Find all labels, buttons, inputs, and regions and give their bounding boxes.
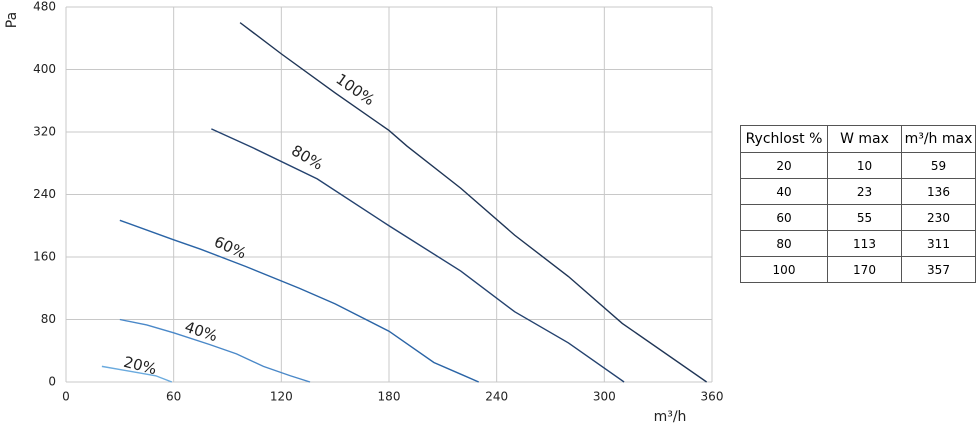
table-header-row: Rychlost % W max m³/h max [740,125,976,153]
table-cell: 40 [740,178,828,205]
fan-curve [119,219,480,383]
x-tick-label: 300 [593,390,616,404]
table-cell: 311 [901,230,976,257]
fan-curve [211,128,625,383]
x-tick-label: 240 [485,390,508,404]
y-axis-label: Pa [4,12,20,28]
y-tick-label: 480 [33,0,56,14]
table-cell: 10 [827,152,902,179]
table-cell: 357 [901,256,976,283]
table-cell: 113 [827,230,902,257]
chart: Pa m³/h 0 80 160 240 320 400 480 0 60 120 180 240 30… [4,0,724,425]
table-row: 40 23 136 [740,178,976,205]
table-row: 20 10 59 [740,152,976,179]
table-header-cell: m³/h max [901,125,976,153]
curve-label: 20% [122,353,159,379]
curve-label: 80% [288,141,326,173]
table-cell: 60 [740,204,828,231]
y-tick-label: 160 [33,250,56,264]
table-cell: 55 [827,204,902,231]
x-tick-label: 180 [378,390,401,404]
table-cell: 230 [901,204,976,231]
data-table: Rychlost % W max m³/h max 20 10 59 40 23 136 60 55… [740,125,976,283]
table-cell: 170 [827,256,902,283]
fan-curve [101,365,173,383]
table-row: 80 113 311 [740,230,976,257]
y-tick-label: 80 [41,312,56,326]
table-cell: 136 [901,178,976,205]
y-tick-label: 320 [33,125,56,139]
table-cell: 100 [740,256,828,283]
curve-label: 100% [333,70,378,109]
y-tick-label: 0 [48,375,56,389]
x-axis-label: m³/h [654,409,687,425]
x-tick-label: 60 [166,390,181,404]
x-tick-label: 360 [701,390,724,404]
curve-label: 60% [211,233,249,263]
fan-curve [239,22,708,383]
table-cell: 23 [827,178,902,205]
table-header-cell: W max [827,125,902,153]
fan-curve [119,318,311,383]
y-tick-label: 400 [33,62,56,76]
table-row: 100 170 357 [740,256,976,283]
table-cell: 59 [901,152,976,179]
x-tick-label: 0 [62,390,70,404]
y-tick-label: 240 [33,187,56,201]
table-cell: 20 [740,152,828,179]
table-cell: 80 [740,230,828,257]
x-tick-label: 120 [270,390,293,404]
table-header-cell: Rychlost % [740,125,828,153]
table-row: 60 55 230 [740,204,976,231]
